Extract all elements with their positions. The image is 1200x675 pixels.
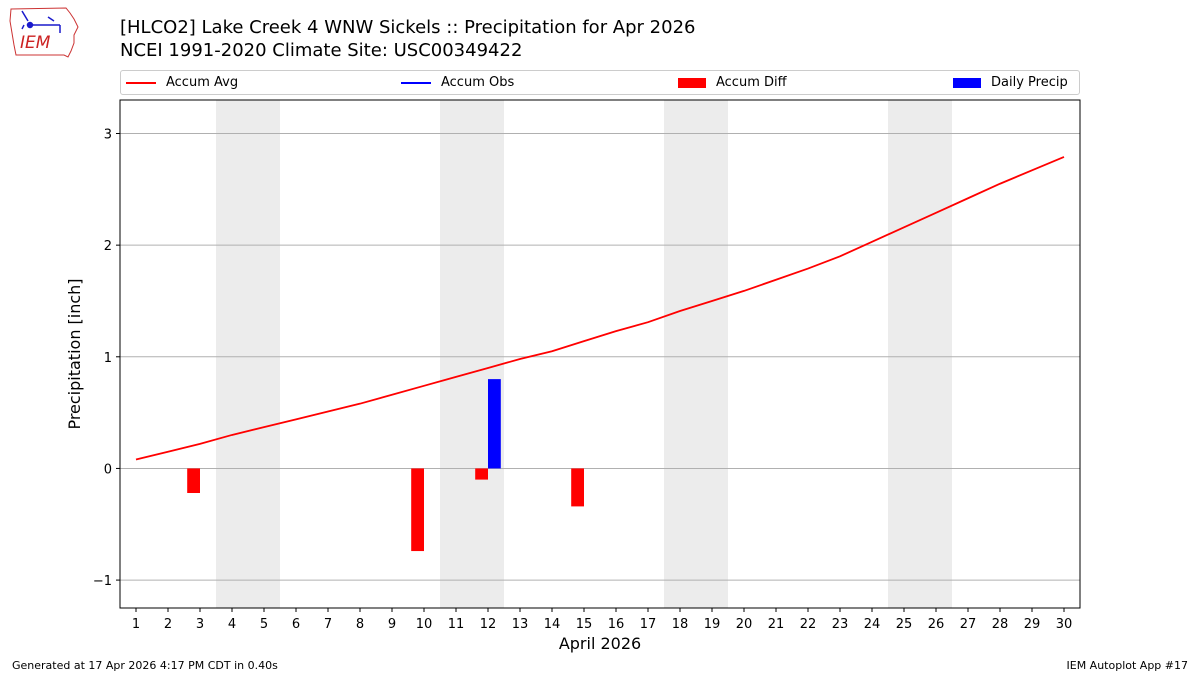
legend-swatch-accum-avg — [126, 81, 156, 84]
x-tick-label: 10 — [416, 617, 433, 632]
x-tick-label: 24 — [864, 617, 881, 632]
plot-frame — [119, 99, 1081, 609]
weekend-band — [216, 100, 280, 608]
chart-legend: Accum Avg Accum Obs Accum Diff Daily Pre… — [120, 70, 1080, 95]
y-tick-label: 1 — [104, 351, 112, 366]
x-tick-label: 5 — [260, 617, 268, 632]
weekend-band — [664, 100, 728, 608]
x-tick-label: 12 — [480, 617, 497, 632]
y-axis: −1 0 1 2 3 — [93, 127, 120, 589]
y-tick-label: 2 — [104, 239, 112, 254]
bar-series — [187, 379, 584, 552]
y-tick-label: −1 — [93, 574, 112, 589]
x-tick-label: 4 — [228, 617, 236, 632]
weekend-band — [888, 100, 952, 608]
x-tick-label: 15 — [576, 617, 593, 632]
weekend-bands — [216, 100, 952, 608]
x-tick-label: 21 — [768, 617, 785, 632]
x-tick-label: 23 — [832, 617, 849, 632]
x-tick-label: 9 — [388, 617, 396, 632]
accum-avg-line — [135, 156, 1065, 461]
accum-diff-bar — [475, 468, 488, 480]
x-tick-label: 19 — [704, 617, 721, 632]
logo-text: IEM — [20, 33, 51, 53]
x-tick-label: 2 — [164, 617, 172, 632]
y-tick-label: 0 — [104, 462, 112, 477]
weekend-band — [440, 100, 504, 608]
x-tick-label: 17 — [640, 617, 657, 632]
accum-diff-bar — [187, 468, 200, 494]
legend-label-accum-diff: Accum Diff — [716, 75, 787, 90]
accum-diff-bar — [571, 468, 584, 507]
legend-swatch-accum-obs — [401, 81, 431, 84]
line-series — [135, 156, 1065, 461]
x-tick-label: 29 — [1024, 617, 1041, 632]
footer-generated: Generated at 17 Apr 2026 4:17 PM CDT in … — [12, 659, 278, 672]
legend-label-accum-obs: Accum Obs — [441, 75, 515, 90]
legend-label-accum-avg: Accum Avg — [166, 75, 239, 90]
legend-item-accum-avg: Accum Avg — [126, 71, 238, 94]
weather-station-icon — [21, 10, 61, 33]
x-axis-label: April 2026 — [559, 634, 641, 653]
legend-item-accum-obs: Accum Obs — [401, 71, 514, 94]
x-tick-label: 11 — [448, 617, 465, 632]
daily-precip-bar — [488, 379, 501, 469]
x-tick-label: 6 — [292, 617, 300, 632]
x-tick-label: 7 — [324, 617, 332, 632]
chart-subtitle: NCEI 1991-2020 Climate Site: USC00349422 — [120, 40, 523, 61]
x-tick-label: 26 — [928, 617, 945, 632]
x-tick-label: 28 — [992, 617, 1009, 632]
x-tick-label: 30 — [1056, 617, 1073, 632]
accum-diff-bar — [411, 468, 424, 552]
legend-label-daily-precip: Daily Precip — [991, 75, 1068, 90]
x-tick-label: 8 — [356, 617, 364, 632]
chart-title: [HLCO2] Lake Creek 4 WNW Sickels :: Prec… — [120, 17, 696, 38]
legend-swatch-daily-precip — [953, 77, 981, 88]
y-axis-label: Precipitation [inch] — [65, 278, 84, 429]
x-tick-label: 20 — [736, 617, 753, 632]
x-tick-label: 25 — [896, 617, 913, 632]
x-tick-label: 27 — [960, 617, 977, 632]
x-axis: 1 2 3 4 5 6 7 8 9 10 11 12 13 14 15 16 17 18 19 20 21 22 23 24 2… — [132, 608, 1072, 632]
iowa-state-outline — [9, 7, 79, 58]
y-tick-label: 3 — [104, 127, 112, 142]
x-tick-label: 16 — [608, 617, 625, 632]
iem-logo: IEM — [9, 7, 79, 58]
x-tick-label: 14 — [544, 617, 561, 632]
gridlines — [120, 132, 1080, 581]
legend-item-daily-precip: Daily Precip — [953, 71, 1068, 94]
x-tick-label: 13 — [512, 617, 529, 632]
x-tick-label: 22 — [800, 617, 817, 632]
legend-item-accum-diff: Accum Diff — [678, 71, 787, 94]
x-tick-label: 18 — [672, 617, 689, 632]
legend-swatch-accum-diff — [678, 77, 706, 88]
footer-app-id: IEM Autoplot App #17 — [1066, 659, 1189, 672]
x-tick-label: 1 — [132, 617, 140, 632]
x-tick-label: 3 — [196, 617, 204, 632]
